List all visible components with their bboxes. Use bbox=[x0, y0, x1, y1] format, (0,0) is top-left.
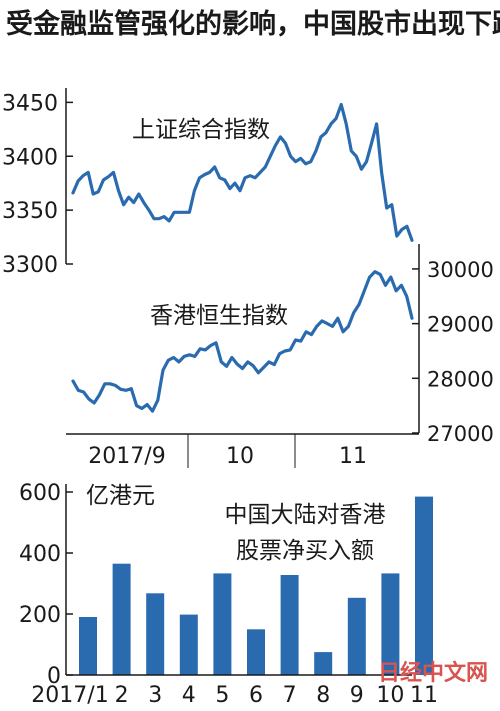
hangseng-y-axis: 27000 28000 29000 30000 bbox=[412, 244, 494, 446]
shanghai-y-axis: 3300 3350 3400 3450 bbox=[2, 88, 73, 278]
series-label-shanghai: 上证综合指数 bbox=[132, 117, 270, 143]
index-x-tick-label: 11 bbox=[339, 444, 367, 469]
index-x-tick-label: 10 bbox=[226, 444, 254, 469]
hangseng-line bbox=[71, 270, 414, 413]
hangseng-tick-label: 29000 bbox=[427, 313, 494, 337]
bar bbox=[112, 563, 131, 675]
shanghai-tick-label: 3400 bbox=[2, 145, 58, 170]
bar-y-tick-label: 200 bbox=[19, 603, 61, 628]
bar bbox=[415, 496, 433, 675]
hangseng-tick-label: 28000 bbox=[427, 367, 494, 391]
bar-x-tick-label: 7 bbox=[283, 683, 297, 708]
bar bbox=[280, 575, 299, 675]
bar-x-tick-label: 8 bbox=[316, 683, 330, 708]
bar-x-tick-label: 2 bbox=[115, 683, 129, 708]
watermark: 日经中文网 bbox=[378, 661, 489, 686]
bar-y-tick-label: 600 bbox=[19, 481, 61, 506]
bar-x-tick-label: 9 bbox=[350, 683, 364, 708]
bar-y-tick-label: 400 bbox=[19, 542, 61, 567]
bar-x-tick-label: 6 bbox=[249, 683, 263, 708]
bar-x-tick-label: 11 bbox=[410, 683, 438, 708]
bar-x-tick-label: 3 bbox=[148, 683, 162, 708]
bar bbox=[314, 652, 333, 675]
bar-x-tick-label: 2017/1 bbox=[31, 683, 108, 708]
series-label-hangseng: 香港恒生指数 bbox=[150, 303, 288, 329]
bar-chart: 0 200 400 600 2017/1 2 3 4 5 6 7 8 9 10 11 亿港元 中国大陆对香… bbox=[19, 481, 438, 708]
bar-series bbox=[79, 496, 433, 676]
bar bbox=[381, 573, 400, 675]
bar-title-line-2: 股票净买入额 bbox=[236, 538, 374, 564]
bar-title-line-1: 中国大陆对香港 bbox=[225, 502, 386, 528]
index-x-axis: 2017/9 10 11 bbox=[66, 433, 419, 469]
index-series bbox=[71, 102, 414, 413]
bar bbox=[179, 614, 198, 675]
bar-x-tick-label: 4 bbox=[182, 683, 196, 708]
chart-title: 受金融监管强化的影响，中国股市出现下跌 bbox=[6, 9, 500, 40]
hangseng-tick-label: 27000 bbox=[427, 422, 494, 446]
bar-x-tick-label: 10 bbox=[376, 683, 404, 708]
bar-x-tick-label: 5 bbox=[215, 683, 229, 708]
shanghai-tick-label: 3450 bbox=[2, 91, 58, 116]
bar bbox=[79, 617, 97, 675]
bar-x-axis: 2017/1 2 3 4 5 6 7 8 9 10 11 bbox=[31, 674, 438, 708]
shanghai-line bbox=[71, 102, 414, 242]
bar bbox=[213, 573, 232, 675]
bar-unit-label: 亿港元 bbox=[86, 483, 155, 509]
shanghai-tick-label: 3350 bbox=[2, 199, 58, 224]
bar bbox=[247, 629, 265, 676]
shanghai-tick-label: 3300 bbox=[2, 253, 58, 278]
bar-y-axis: 0 200 400 600 bbox=[19, 481, 73, 689]
index-x-tick-label: 2017/9 bbox=[88, 444, 165, 469]
bar bbox=[347, 597, 366, 675]
index-chart: 3300 3350 3400 3450 27000 28000 29000 30000 20… bbox=[2, 88, 494, 469]
bar bbox=[146, 593, 165, 675]
hangseng-tick-label: 30000 bbox=[427, 258, 494, 282]
bar-y-tick-label: 0 bbox=[47, 664, 61, 689]
